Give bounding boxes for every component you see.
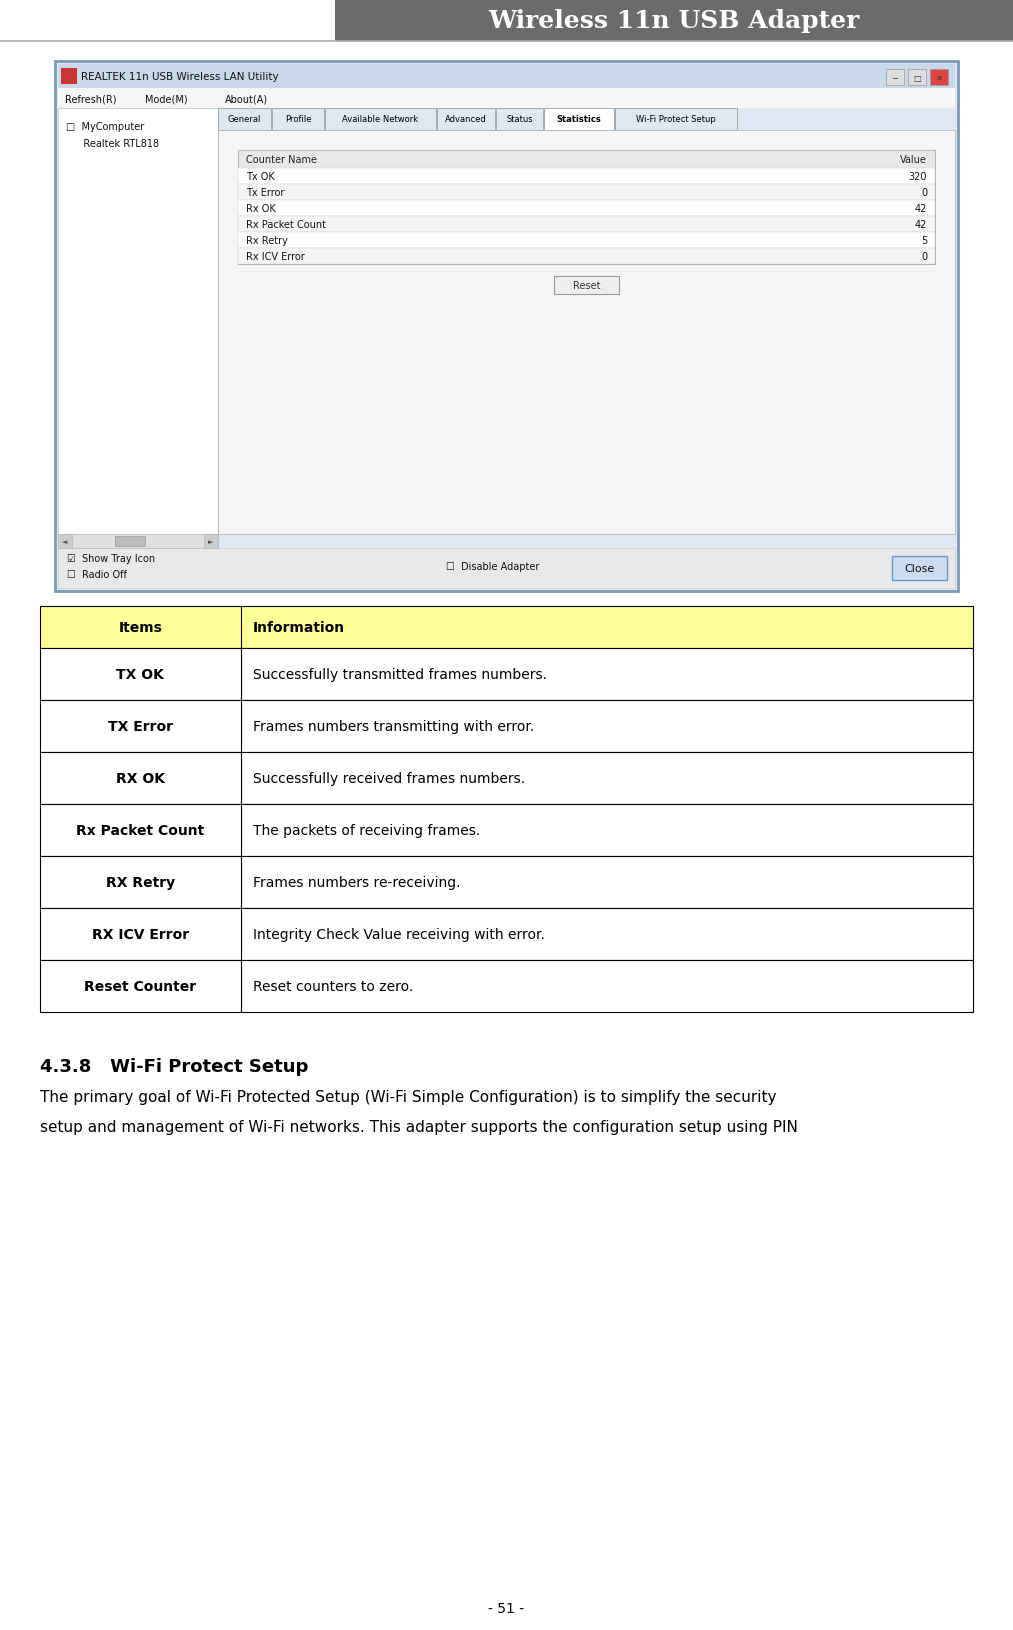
Text: Tx OK: Tx OK: [246, 171, 275, 183]
Bar: [886, 70, 904, 86]
Text: Successfully transmitted frames numbers.: Successfully transmitted frames numbers.: [252, 668, 547, 681]
Bar: [58, 65, 955, 90]
Text: RX OK: RX OK: [115, 771, 165, 786]
Bar: [908, 70, 926, 86]
Text: Advanced: Advanced: [445, 116, 487, 124]
Bar: [496, 109, 543, 130]
Bar: [40, 805, 973, 856]
Bar: [218, 130, 955, 535]
Bar: [271, 109, 324, 130]
Bar: [115, 536, 145, 546]
Text: - 51 -: - 51 -: [488, 1601, 525, 1615]
Text: 4.3.8   Wi-Fi Protect Setup: 4.3.8 Wi-Fi Protect Setup: [40, 1058, 308, 1076]
Bar: [55, 62, 958, 592]
Text: Integrity Check Value receiving with error.: Integrity Check Value receiving with err…: [252, 927, 544, 942]
Bar: [238, 217, 935, 233]
Text: Profile: Profile: [285, 116, 311, 124]
Text: RX ICV Error: RX ICV Error: [92, 927, 188, 942]
Text: Tx Error: Tx Error: [246, 187, 285, 197]
Bar: [930, 70, 948, 86]
Bar: [554, 277, 619, 295]
Bar: [892, 557, 947, 580]
Text: ☐  Radio Off: ☐ Radio Off: [67, 569, 127, 580]
Text: Wi-Fi Protect Setup: Wi-Fi Protect Setup: [636, 116, 716, 124]
Bar: [238, 249, 935, 264]
Text: The packets of receiving frames.: The packets of receiving frames.: [252, 823, 480, 838]
Bar: [238, 233, 935, 249]
Bar: [40, 649, 973, 701]
Bar: [335, 0, 1013, 42]
Text: □  MyComputer: □ MyComputer: [66, 122, 144, 132]
Text: Wireless 11n USB Adapter: Wireless 11n USB Adapter: [488, 10, 860, 33]
Text: Items: Items: [119, 621, 162, 634]
Bar: [58, 535, 218, 549]
Text: ☑  Show Tray Icon: ☑ Show Tray Icon: [67, 554, 155, 564]
Text: setup and management of Wi-Fi networks. This adapter supports the configuration : setup and management of Wi-Fi networks. …: [40, 1120, 798, 1134]
Bar: [40, 856, 973, 908]
Text: Reset counters to zero.: Reset counters to zero.: [252, 980, 413, 993]
Text: General: General: [228, 116, 261, 124]
Bar: [40, 960, 973, 1012]
Text: RX Retry: RX Retry: [105, 875, 175, 890]
Bar: [58, 535, 72, 549]
Bar: [204, 535, 218, 549]
Text: Information: Information: [252, 621, 344, 634]
Text: 42: 42: [915, 220, 927, 230]
Text: Reset: Reset: [572, 280, 601, 290]
Text: Rx OK: Rx OK: [246, 204, 276, 214]
Bar: [40, 606, 973, 649]
Bar: [58, 90, 955, 109]
Bar: [40, 701, 973, 753]
Bar: [61, 68, 77, 85]
Text: 0: 0: [921, 253, 927, 262]
Text: 320: 320: [909, 171, 927, 183]
Text: Close: Close: [905, 564, 935, 574]
Text: Value: Value: [901, 155, 927, 165]
Bar: [238, 152, 935, 170]
Text: About(A): About(A): [225, 95, 268, 104]
Text: Realtek RTL818: Realtek RTL818: [74, 139, 159, 148]
Text: TX OK: TX OK: [116, 668, 164, 681]
Bar: [437, 109, 495, 130]
Text: ─: ─: [892, 73, 898, 83]
Text: Successfully received frames numbers.: Successfully received frames numbers.: [252, 771, 525, 786]
Bar: [40, 753, 973, 805]
Bar: [58, 109, 218, 535]
Bar: [58, 549, 955, 588]
Bar: [544, 109, 614, 130]
Text: Rx Packet Count: Rx Packet Count: [246, 220, 326, 230]
Text: Reset Counter: Reset Counter: [84, 980, 197, 993]
Text: TX Error: TX Error: [107, 719, 173, 734]
Text: Counter Name: Counter Name: [246, 155, 317, 165]
Text: Refresh(R): Refresh(R): [65, 95, 116, 104]
Text: Frames numbers transmitting with error.: Frames numbers transmitting with error.: [252, 719, 534, 734]
Text: ◄: ◄: [63, 538, 68, 544]
Bar: [40, 908, 973, 960]
Text: REALTEK 11n USB Wireless LAN Utility: REALTEK 11n USB Wireless LAN Utility: [81, 72, 279, 82]
Text: 5: 5: [921, 236, 927, 246]
Text: Frames numbers re-receiving.: Frames numbers re-receiving.: [252, 875, 460, 890]
Text: ►: ►: [209, 538, 214, 544]
Text: Rx Packet Count: Rx Packet Count: [76, 823, 205, 838]
Text: ☐  Disable Adapter: ☐ Disable Adapter: [446, 562, 539, 572]
Text: Status: Status: [506, 116, 533, 124]
Bar: [615, 109, 737, 130]
Bar: [238, 152, 935, 264]
Bar: [325, 109, 436, 130]
Text: Rx ICV Error: Rx ICV Error: [246, 253, 305, 262]
Text: The primary goal of Wi-Fi Protected Setup (Wi-Fi Simple Configuration) is to sim: The primary goal of Wi-Fi Protected Setu…: [40, 1089, 777, 1104]
Text: 0: 0: [921, 187, 927, 197]
Text: Available Network: Available Network: [342, 116, 418, 124]
Bar: [218, 109, 270, 130]
Text: 42: 42: [915, 204, 927, 214]
Text: ✕: ✕: [935, 73, 942, 83]
Text: Rx Retry: Rx Retry: [246, 236, 288, 246]
Text: □: □: [913, 73, 921, 83]
Bar: [238, 170, 935, 184]
Text: Mode(M): Mode(M): [145, 95, 187, 104]
Bar: [238, 200, 935, 217]
Bar: [238, 184, 935, 200]
Text: Statistics: Statistics: [556, 116, 602, 124]
